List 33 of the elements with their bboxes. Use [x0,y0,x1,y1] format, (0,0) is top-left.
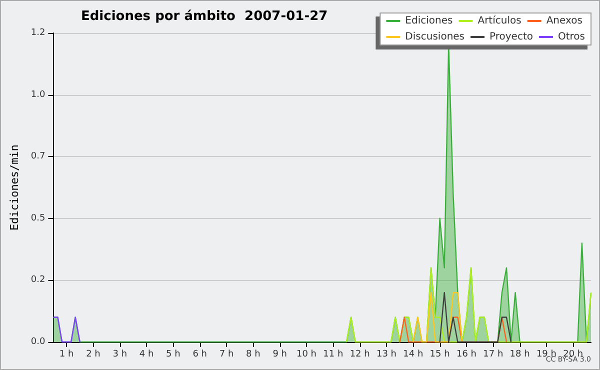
chart-title: Ediciones por ámbito 2007-01-27 [81,9,328,24]
x-tick-label: 11 h [323,350,344,360]
x-tick-label: 6 h [192,350,208,360]
x-tick-label: 9 h [272,350,287,360]
y-tick-label: 1.0 [30,90,46,100]
x-tick-label: 15 h [430,350,450,360]
x-tick-label: 12 h [350,350,370,360]
y-tick-label: 0.7 [30,152,46,162]
y-tick-label: 0.5 [30,213,46,224]
y-axis-title: Ediciones/min [8,144,21,231]
x-tick-label: 10 h [296,350,317,360]
x-tick-label: 7 h [219,350,234,360]
line-series [346,267,592,343]
legend-label: Proyecto [490,32,533,42]
y-tick-label: 1.2 [30,28,46,38]
x-tick-label: 1 h [59,350,74,360]
x-tick-label: 17 h [483,350,504,360]
legend-label: Discusiones [405,32,465,42]
legend-label: Ediciones [405,16,453,26]
x-tick-label: 13 h [376,350,397,360]
legend-label: Otros [558,32,586,42]
y-tick-label: 0.2 [30,275,46,286]
legend-label: Anexos [546,16,582,26]
x-tick-label: 2 h [86,350,100,360]
x-tick-label: 3 h [112,350,128,360]
x-tick-label: 16 h [456,350,476,360]
x-tick-label: 4 h [139,350,154,360]
x-tick-label: 18 h [510,350,530,360]
legend-label: Artículos [478,16,522,26]
x-tick-label: 5 h [166,350,180,360]
y-tick-label: 0.0 [30,337,46,347]
x-tick-label: 14 h [403,350,424,360]
x-tick-label: 8 h [246,350,260,360]
